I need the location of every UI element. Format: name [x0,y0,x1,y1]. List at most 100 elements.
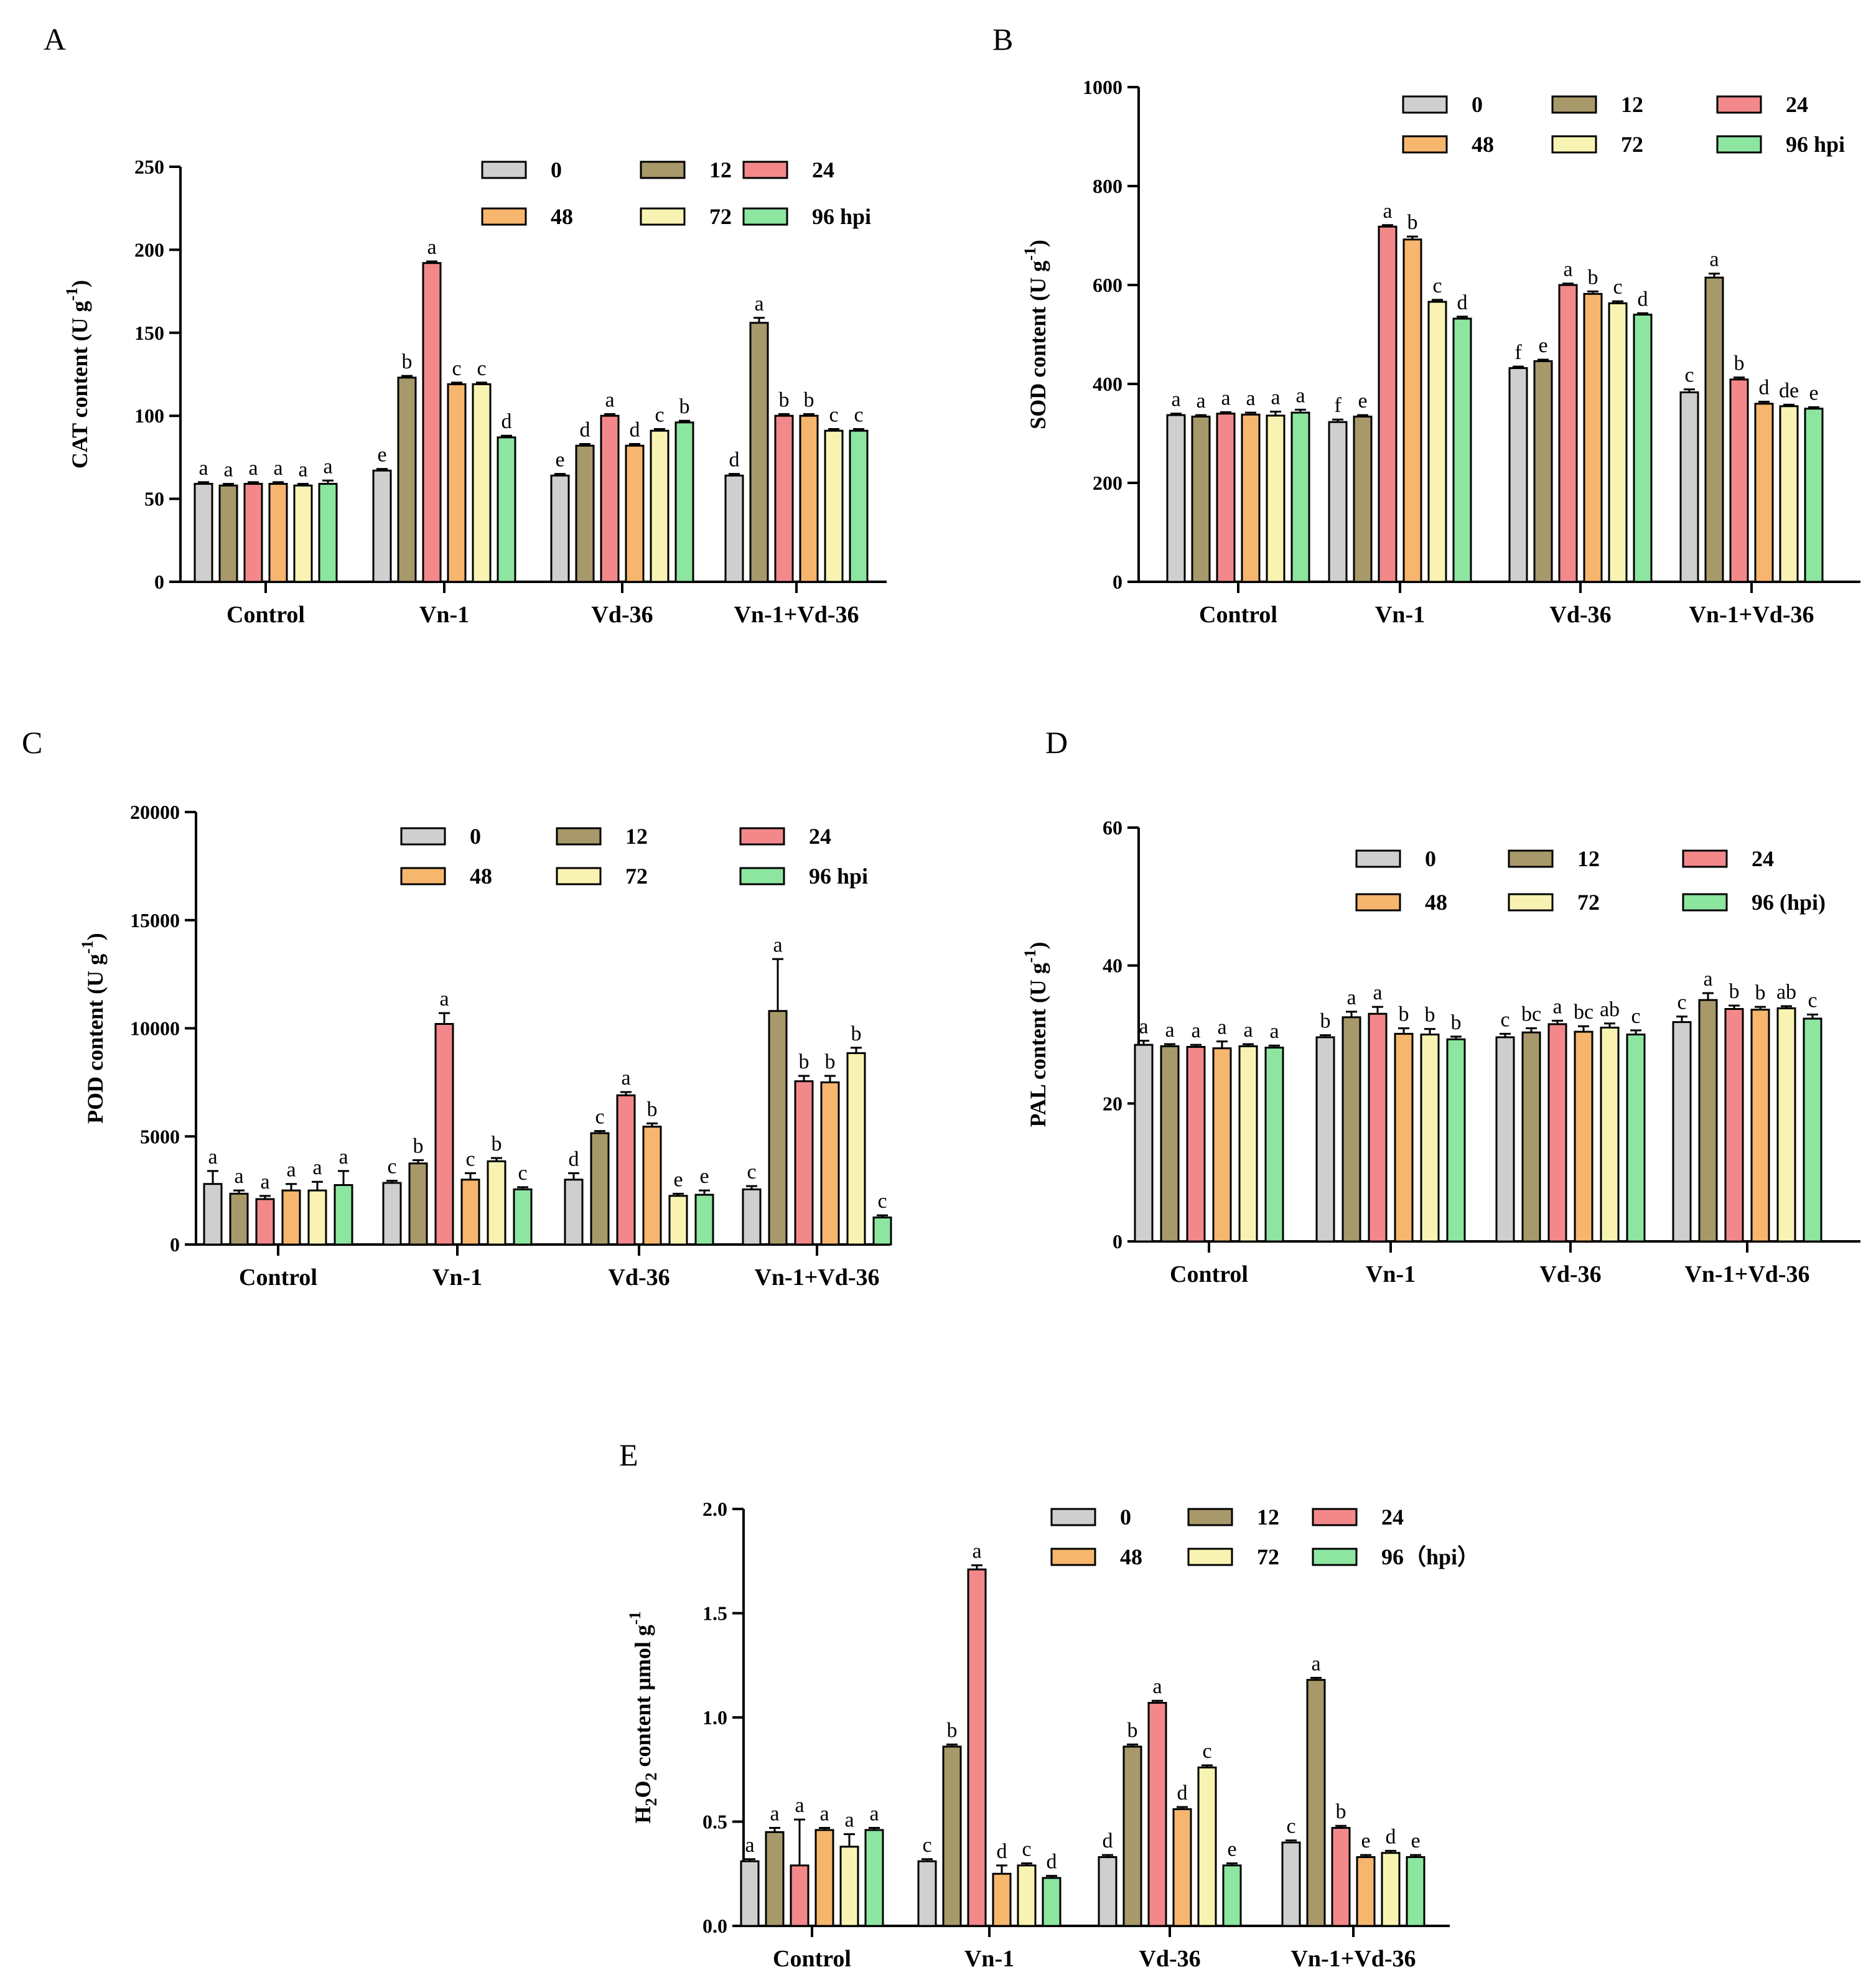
legend-label: 96 hpi [1786,132,1845,157]
significance-letter: b [1755,981,1766,1004]
bar [742,1188,762,1246]
bar [724,474,744,583]
significance-letter: b [413,1134,424,1157]
bar [650,429,670,583]
significance-letter: a [605,389,614,412]
category-label: Vn-1+Vd-36 [1290,1946,1416,1972]
legend-label: 72 [709,204,732,229]
bar [1238,1045,1258,1243]
significance-letter: d [729,449,740,472]
significance-letter: b [851,1022,862,1045]
bar [1729,378,1749,583]
bar [1134,1044,1154,1243]
bar [1216,413,1236,583]
bar [1521,1031,1541,1243]
category-label: Vn-1+Vd-36 [734,602,859,628]
bar [1191,415,1211,583]
legend-label: 0 [470,824,481,849]
bar [849,429,869,583]
y-tick-label: 2.0 [702,1498,727,1520]
y-tick-label: 1.5 [702,1602,727,1625]
bar [1290,411,1310,583]
legend-label: 24 [809,824,831,849]
significance-letter: a [844,1809,854,1832]
significance-letter: a [1295,384,1305,407]
significance-letter: a [1346,986,1356,1009]
bar [1042,1877,1062,1927]
bar [768,1010,788,1246]
significance-letter: b [779,389,790,412]
legend-swatch [739,867,785,885]
legend-swatch [742,161,788,179]
legend-label: 96 hpi [809,864,868,889]
y-tick-label: 0 [1113,571,1122,593]
bar [1704,276,1724,583]
legend-swatch [556,867,602,885]
category-label: Vd-36 [1539,1261,1601,1287]
bar [1672,1021,1692,1243]
bar [1495,1036,1515,1243]
y-tick-label: 50 [144,488,164,510]
category-label: Control [1199,602,1277,628]
significance-letter: e [1227,1838,1236,1861]
bar [774,414,794,583]
bar [616,1094,636,1246]
bar [1427,301,1447,583]
bar [1779,405,1799,583]
legend-label: 12 [709,157,732,182]
bar [334,1184,353,1246]
bar [740,1860,760,1927]
legend-swatch [556,827,602,846]
significance-letter: a [1221,386,1230,409]
category-label: Vd-36 [1139,1946,1200,1972]
bar [1633,314,1653,583]
bar [372,469,392,583]
bar [497,436,516,583]
legend-swatch [742,207,788,226]
bar [1724,1007,1744,1243]
significance-letter: b [1399,1003,1409,1026]
significance-letter: f [1514,341,1522,364]
legend-swatch [1551,95,1597,114]
bar [814,1829,834,1927]
bar [1368,1012,1388,1243]
legend-swatch [400,867,446,885]
legend-label: 48 [1425,890,1447,915]
bar [307,1189,327,1246]
bar [218,484,238,583]
legend-label: 12 [625,824,648,849]
significance-letter: d [997,1840,1007,1863]
category-label: Vn-1 [1375,602,1425,628]
bar [194,483,213,583]
significance-letter: c [452,357,461,380]
bar [942,1745,962,1927]
significance-letter: d [1386,1825,1396,1848]
legend-label: 0 [1120,1505,1131,1530]
significance-letter: b [825,1050,836,1073]
bar [799,414,819,583]
bar [668,1195,688,1246]
bar [600,414,620,583]
legend-label: 48 [1472,132,1494,157]
bar [203,1183,223,1246]
significance-letter: a [819,1803,829,1826]
significance-letter: a [208,1146,217,1169]
bar [790,1864,810,1927]
panel-letter: B [992,22,1013,57]
significance-letter: f [1334,394,1342,417]
significance-letter: b [1734,352,1745,375]
bar [1172,1808,1192,1927]
bar [1803,1017,1822,1243]
bar [864,1829,884,1927]
y-tick-label: 15000 [130,909,180,932]
significance-letter: ab [1600,998,1620,1021]
legend-label: 72 [1257,1544,1279,1569]
y-tick-label: 60 [1103,816,1122,839]
significance-letter: e [673,1168,683,1191]
bar [408,1162,428,1246]
category-label: Vn-1 [1366,1261,1416,1287]
y-axis-label: PAL content (U g-1) [1021,942,1050,1128]
significance-letter: b [1127,1719,1138,1742]
legend-swatch [1187,1548,1233,1566]
